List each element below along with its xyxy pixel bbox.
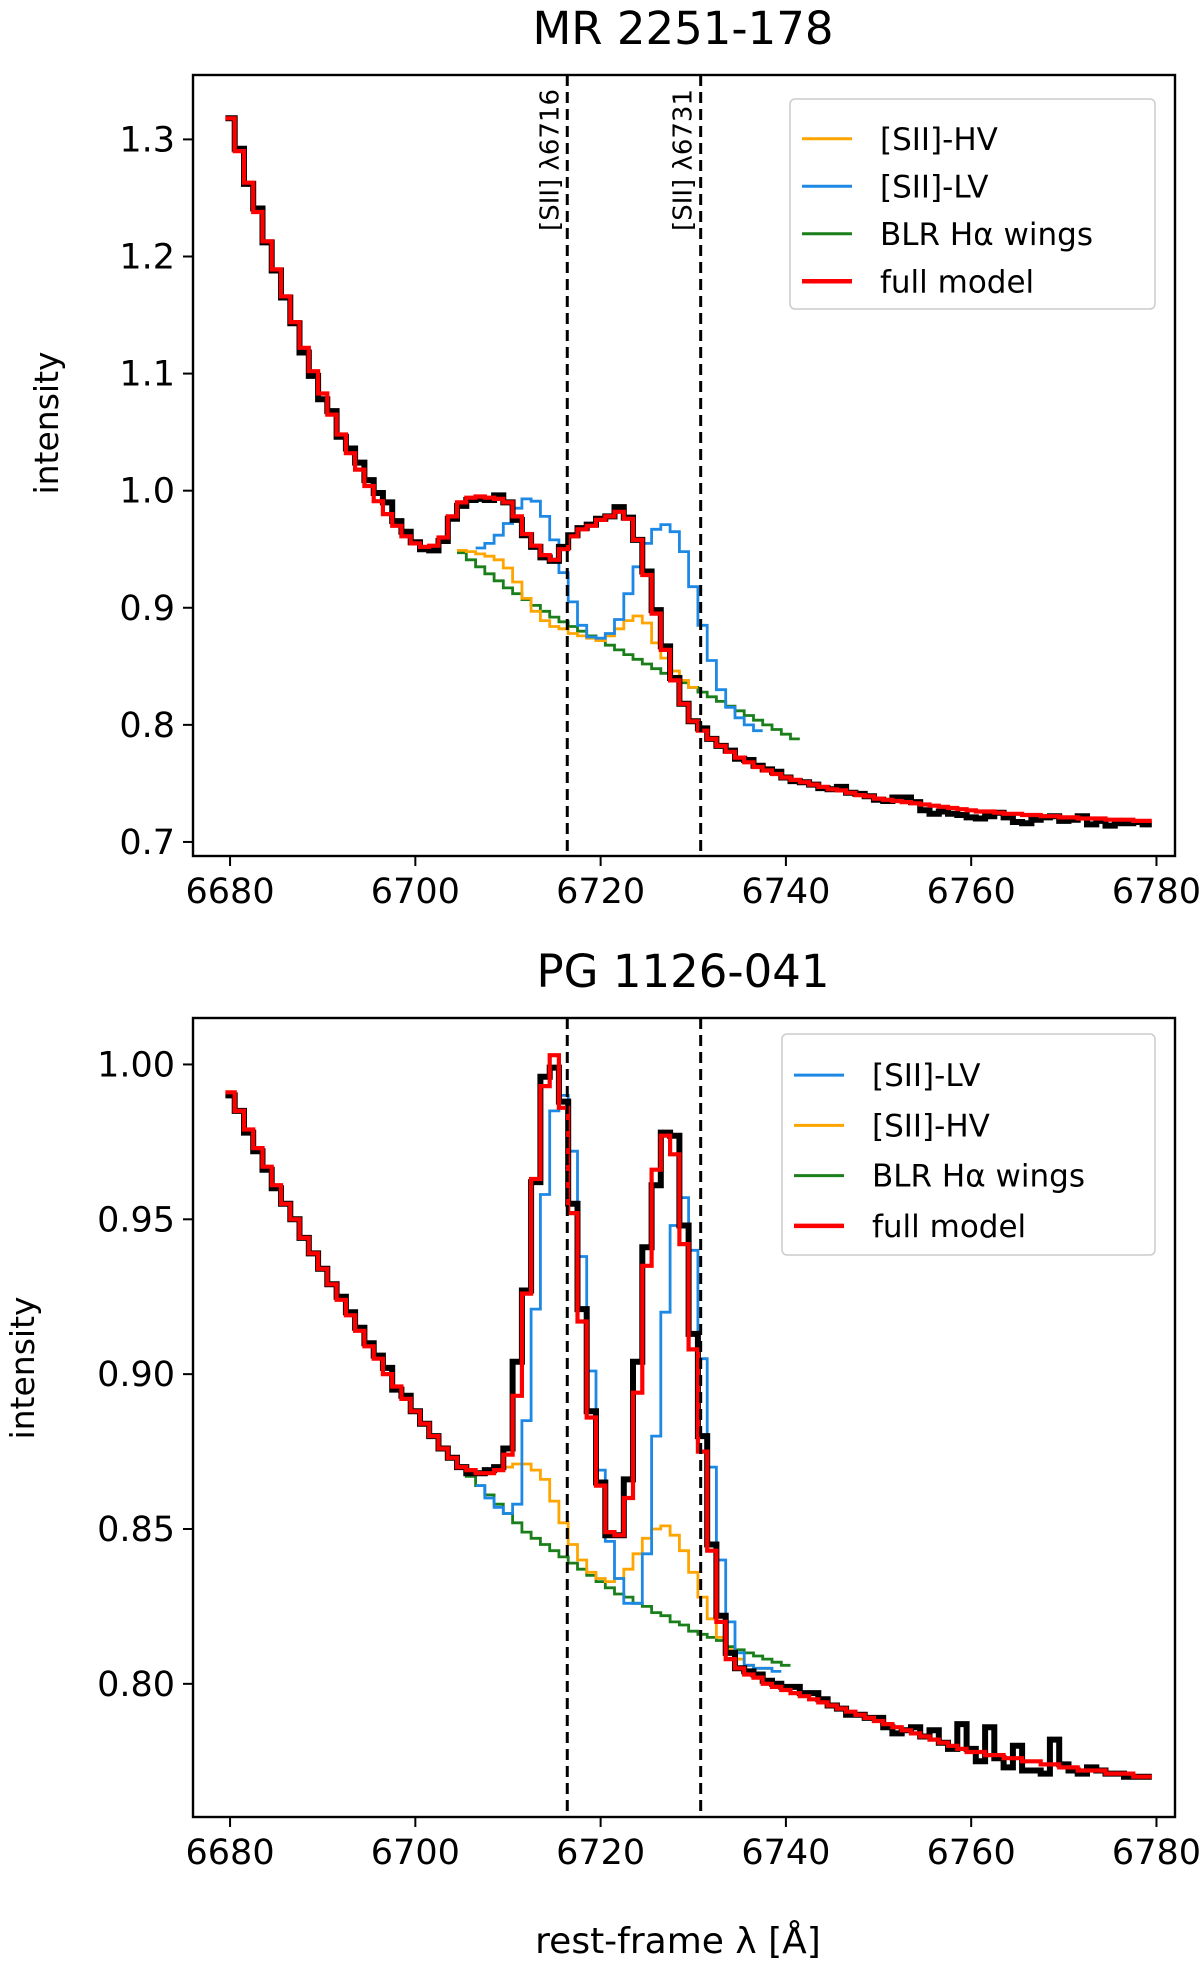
- x-tick-label: 6680: [186, 872, 275, 912]
- legend-label-full-model: full model: [872, 1209, 1026, 1245]
- plot-area: 6680 6700 6720 6740 6760 6780 0.80 0.85 0.90 0.95…: [97, 1016, 1200, 1873]
- y-tick-label: 0.90: [97, 1355, 175, 1395]
- y-tick-label: 0.9: [119, 589, 175, 629]
- x-tick-label: 6740: [741, 1833, 830, 1873]
- y-tick-label: 0.95: [97, 1200, 175, 1240]
- x-tick-label: 6720: [556, 872, 645, 912]
- legend-label-sii-lv: [SII]-LV: [880, 169, 988, 205]
- vline-label: [SII] λ6716: [535, 89, 565, 231]
- y-tick-label: 1.1: [119, 355, 175, 395]
- legend-label-sii-hv: [SII]-HV: [872, 1108, 990, 1144]
- series-sii-lv: [475, 1094, 782, 1673]
- y-tick-label: 1.00: [97, 1045, 175, 1085]
- legend-label-sii-hv: [SII]-HV: [880, 122, 998, 158]
- y-tick-label: 1.2: [119, 237, 175, 277]
- y-tick-label: 0.8: [119, 706, 175, 746]
- y-axis-label: intensity: [27, 351, 66, 494]
- y-tick-label: 1.3: [119, 120, 175, 160]
- legend-label-sii-lv: [SII]-LV: [872, 1058, 980, 1094]
- y-tick-label: 0.85: [97, 1510, 175, 1550]
- x-tick-label: 6700: [371, 872, 460, 912]
- y-tick-label: 0.80: [97, 1665, 175, 1705]
- legend-label-blr-h-wings: BLR Hα wings: [872, 1159, 1085, 1195]
- x-tick-label: 6740: [741, 872, 830, 912]
- axes-frame: [191, 1016, 1177, 1819]
- legend-box: [789, 98, 1156, 310]
- y-tick-label: 0.7: [119, 823, 175, 863]
- legend-label-full-model: full model: [880, 264, 1034, 300]
- legend-label-blr-h-wings: BLR Hα wings: [880, 217, 1093, 253]
- x-tick-label: 6780: [1112, 872, 1200, 912]
- series-full-model: [225, 1053, 1152, 1779]
- panel-title: MR 2251-178: [532, 2, 833, 55]
- panel-pg-1126-041: PG 1126-041 intensity rest-frame λ [Å] 6…: [3, 945, 1200, 1962]
- x-axis-label: rest-frame λ [Å]: [535, 1919, 821, 1962]
- axes-frame: [191, 73, 1177, 858]
- x-tick-label: 6760: [927, 872, 1016, 912]
- x-tick-label: 6700: [371, 1833, 460, 1873]
- x-tick-label: 6720: [556, 1833, 645, 1873]
- y-axis-label: intensity: [3, 1296, 42, 1439]
- series-blr-h-wings: [457, 551, 800, 741]
- series-sii-hv: [457, 549, 698, 689]
- series-sii-lv: [475, 497, 763, 733]
- panel-mr-2251-178: MR 2251-178 intensity [SII] λ6716 [SII] λ…: [27, 2, 1200, 912]
- y-tick-label: 1.0: [119, 472, 175, 512]
- plot-area: [SII] λ6716 [SII] λ6731 6680 6700 6720 6740 67…: [119, 73, 1200, 912]
- series-full-model: [225, 116, 1152, 823]
- x-tick-label: 6680: [186, 1833, 275, 1873]
- panel-title: PG 1126-041: [537, 945, 830, 998]
- x-tick-label: 6760: [927, 1833, 1016, 1873]
- legend: [SII]-LV [SII]-HV BLR Hα wings full model: [781, 1033, 1156, 1256]
- vline-label: [SII] λ6731: [669, 89, 699, 231]
- legend: [SII]-HV [SII]-LV BLR Hα wings full model: [789, 98, 1156, 310]
- legend-box: [781, 1033, 1156, 1256]
- series-sii-hv: [466, 1462, 772, 1670]
- x-tick-label: 6780: [1112, 1833, 1200, 1873]
